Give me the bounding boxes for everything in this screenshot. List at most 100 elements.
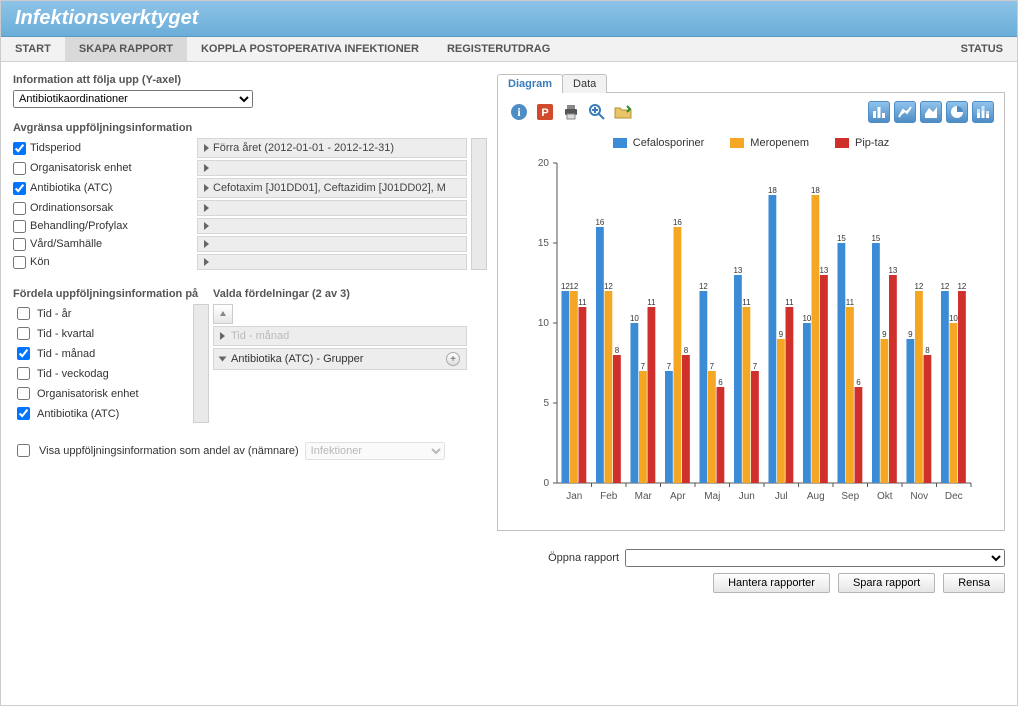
filter-checkbox[interactable] [13, 238, 26, 251]
filter-checkbox[interactable] [13, 202, 26, 215]
filter-detail[interactable]: Förra året (2012-01-01 - 2012-12-31) [197, 138, 467, 158]
bar-value-label: 15 [871, 234, 880, 243]
info-icon[interactable]: i [508, 101, 530, 123]
bar-value-label: 11 [846, 298, 855, 307]
menu-tab-koppla[interactable]: KOPPLA POSTOPERATIVA INFEKTIONER [187, 37, 433, 61]
bar [855, 387, 863, 483]
fordela-item[interactable]: Antibiotika (ATC) [13, 404, 189, 423]
menu-tab-start[interactable]: START [1, 37, 65, 61]
bar-value-label: 11 [578, 298, 587, 307]
area-chart-type-icon[interactable] [920, 101, 942, 123]
bar [561, 291, 569, 483]
print-icon[interactable] [560, 101, 582, 123]
folder-icon[interactable] [612, 101, 634, 123]
bar-chart-type-icon[interactable] [868, 101, 890, 123]
filter-k-n[interactable]: Kön [13, 256, 193, 269]
valda-row[interactable]: Tid - månad [213, 326, 467, 346]
valda-row-label: Antibiotika (ATC) - Grupper [231, 353, 363, 365]
app-window: Infektionsverktyget START SKAPA RAPPORT … [0, 0, 1018, 706]
bar [846, 307, 854, 483]
filter-checkbox[interactable] [13, 256, 26, 269]
bar [673, 227, 681, 483]
fordela-scrollbar[interactable] [193, 304, 209, 423]
fordela-item[interactable]: Tid - veckodag [13, 364, 189, 383]
filter-behandling-profylax[interactable]: Behandling/Profylax [13, 220, 193, 233]
bar [820, 275, 828, 483]
legend-swatch [730, 138, 744, 148]
fordela-item[interactable]: Organisatorisk enhet [13, 384, 189, 403]
fordela-checkbox[interactable] [17, 307, 30, 320]
valda-row[interactable]: Antibiotika (ATC) - Grupper + [213, 348, 467, 370]
bar [872, 243, 880, 483]
filter-ordinationsorsak[interactable]: Ordinationsorsak [13, 202, 193, 215]
line-chart-type-icon[interactable] [894, 101, 916, 123]
bar [682, 355, 690, 483]
open-report-row: Öppna rapport [497, 549, 1005, 567]
stacked-bar-type-icon[interactable] [972, 101, 994, 123]
legend-label: Cefalosporiner [633, 137, 705, 149]
rensa-button[interactable]: Rensa [943, 573, 1005, 593]
filter-label: Kön [30, 256, 50, 268]
fordela-item-label: Tid - veckodag [37, 368, 109, 380]
spara-rapport-button[interactable]: Spara rapport [838, 573, 935, 593]
x-tick-label: Okt [877, 491, 893, 502]
bar-value-label: 12 [699, 282, 708, 291]
bar-value-label: 8 [684, 346, 689, 355]
filter-checkbox[interactable] [13, 182, 26, 195]
open-report-select[interactable] [625, 549, 1005, 567]
tab-data[interactable]: Data [562, 74, 607, 93]
filter-organisatorisk-enhet[interactable]: Organisatorisk enhet [13, 162, 193, 175]
fordela-checkbox[interactable] [17, 407, 30, 420]
fordela-item[interactable]: Tid - månad [13, 344, 189, 363]
bar [786, 307, 794, 483]
yaxis-label: Information att följa upp (Y-axel) [13, 74, 483, 86]
filter-antibiotika-atc-[interactable]: Antibiotika (ATC) [13, 182, 193, 195]
pie-chart-type-icon[interactable] [946, 101, 968, 123]
legend-swatch [613, 138, 627, 148]
bar [889, 275, 897, 483]
fordela-checkbox[interactable] [17, 347, 30, 360]
bar [648, 307, 656, 483]
filter-scrollbar[interactable] [471, 138, 487, 270]
svg-text:0: 0 [543, 478, 549, 489]
fordela-checkbox[interactable] [17, 367, 30, 380]
content-area: Information att följa upp (Y-axel) Antib… [1, 62, 1017, 705]
filter-checkbox[interactable] [13, 142, 26, 155]
filter-checkbox[interactable] [13, 220, 26, 233]
fordela-checkbox[interactable] [17, 327, 30, 340]
legend-swatch [835, 138, 849, 148]
filter-detail [197, 254, 467, 270]
filter-tidsperiod[interactable]: Tidsperiod [13, 142, 193, 155]
bar-value-label: 16 [673, 218, 682, 227]
nominator-checkbox[interactable] [17, 444, 30, 457]
filter-detail[interactable]: Cefotaxim [J01DD01], Ceftazidim [J01DD02… [197, 178, 467, 198]
bar [811, 195, 819, 483]
filter-label: Vård/Samhälle [30, 238, 102, 250]
filter-checkbox[interactable] [13, 162, 26, 175]
svg-text:10: 10 [538, 318, 550, 329]
fordela-checkbox[interactable] [17, 387, 30, 400]
bar [734, 275, 742, 483]
x-tick-label: Nov [910, 491, 928, 502]
tab-diagram[interactable]: Diagram [497, 74, 563, 93]
hantera-rapporter-button[interactable]: Hantera rapporter [713, 573, 830, 593]
menu-status[interactable]: STATUS [947, 37, 1017, 61]
fordela-item[interactable]: Tid - kvartal [13, 324, 189, 343]
yaxis-select[interactable]: Antibiotikaordinationer [13, 90, 253, 108]
x-tick-label: Sep [841, 491, 859, 502]
bar-value-label: 7 [667, 362, 672, 371]
filter-label: Ordinationsorsak [30, 202, 113, 214]
valda-add-button[interactable]: + [446, 352, 460, 366]
filter-v-rd-samh-lle[interactable]: Vård/Samhälle [13, 238, 193, 251]
fordela-item[interactable]: Tid - år [13, 304, 189, 323]
zoom-icon[interactable] [586, 101, 608, 123]
svg-text:20: 20 [538, 158, 550, 169]
menu-tab-skapa-rapport[interactable]: SKAPA RAPPORT [65, 37, 187, 61]
menu-tab-registerutdrag[interactable]: REGISTERUTDRAG [433, 37, 564, 61]
bar-value-label: 12 [914, 282, 923, 291]
powerpoint-export-icon[interactable]: P [534, 101, 556, 123]
avgransa-label: Avgränsa uppföljningsinformation [13, 122, 483, 134]
valda-move-up-button[interactable] [213, 304, 233, 324]
bar-value-label: 6 [718, 378, 723, 387]
bar [699, 291, 707, 483]
